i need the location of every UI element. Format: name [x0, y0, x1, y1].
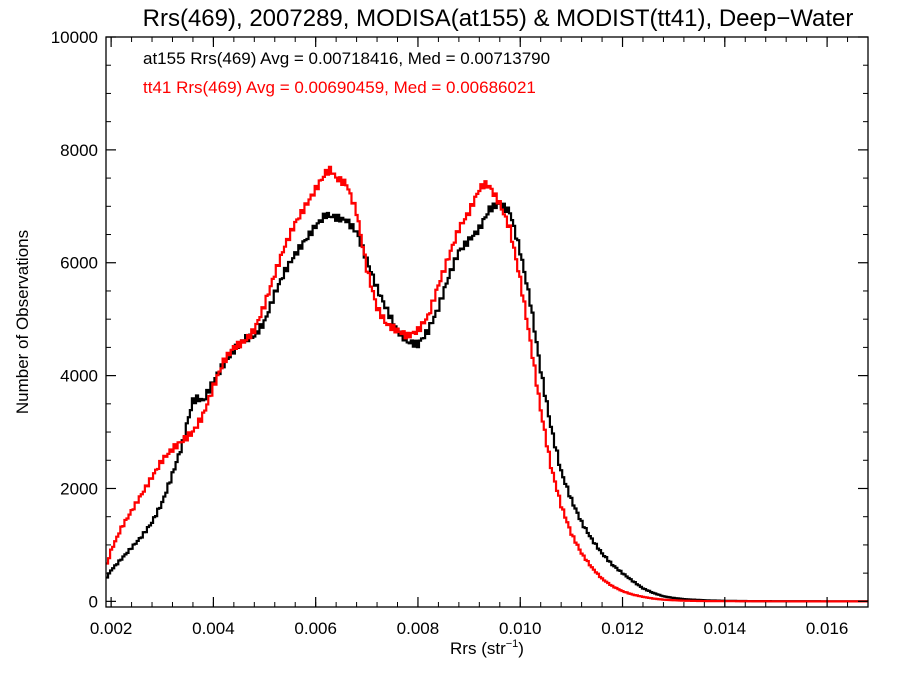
x-tick-label: 0.010 [499, 619, 542, 638]
x-tick-label: 0.008 [397, 619, 440, 638]
x-axis-label: Rrs (str−1) [450, 638, 524, 658]
x-tick-label: 0.006 [294, 619, 337, 638]
y-tick-label: 6000 [60, 254, 98, 273]
x-axis-label-superscript: −1 [506, 638, 519, 650]
chart-title: Rrs(469), 2007289, MODISA(at155) & MODIS… [143, 5, 854, 32]
x-tick-label: 0.016 [806, 619, 849, 638]
annotation-tt41: tt41 Rrs(469) Avg = 0.00690459, Med = 0.… [143, 78, 536, 97]
x-tick-label: 0.014 [704, 619, 747, 638]
annotation-at155: at155 Rrs(469) Avg = 0.00718416, Med = 0… [143, 49, 550, 68]
x-tick-label: 0.012 [601, 619, 644, 638]
x-tick-label: 0.004 [192, 619, 235, 638]
y-tick-label: 4000 [60, 367, 98, 386]
plot-frame [105, 36, 869, 608]
y-tick-label: 2000 [60, 479, 98, 498]
y-axis-label: Number of Observations [13, 230, 32, 414]
y-tick-label: 10000 [51, 28, 98, 47]
series-line-1 [106, 165, 868, 603]
y-tick-label: 0 [89, 592, 98, 611]
x-tick-label: 0.002 [90, 619, 133, 638]
y-tick-label: 8000 [60, 141, 98, 160]
series-line-0 [106, 201, 869, 603]
